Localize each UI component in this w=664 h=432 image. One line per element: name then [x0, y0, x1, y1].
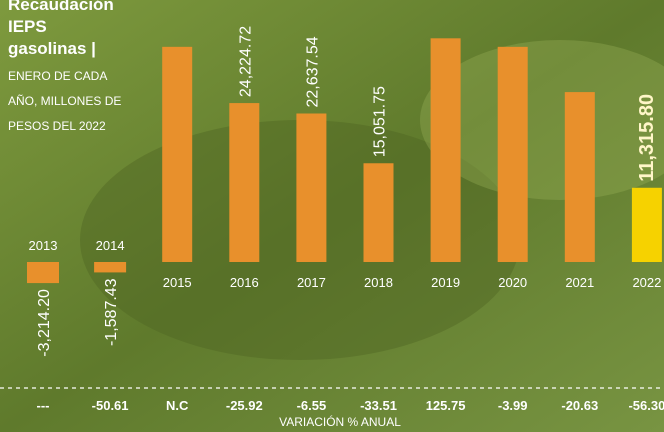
bar: [364, 163, 394, 262]
x-tick-label: 2020: [498, 275, 527, 290]
x-tick-label: 2019: [431, 275, 460, 290]
value-label: 24,224.72: [237, 26, 254, 97]
x-tick-label: 2018: [364, 275, 393, 290]
variation-label: 125.75: [426, 398, 466, 413]
bar: [229, 103, 259, 262]
x-tick-label: 2016: [230, 275, 259, 290]
page: RecaudaciónIEPSgasolinas | VARIACIÓN % A…: [0, 0, 664, 432]
variation-label: -6.55: [297, 398, 327, 413]
bar: [296, 113, 326, 262]
variation-label: -50.61: [92, 398, 129, 413]
variation-label: ---: [37, 398, 50, 413]
value-label: 11,315.80: [636, 94, 658, 182]
bar: [94, 262, 126, 272]
x-tick-label: 2014: [96, 238, 125, 253]
bar: [431, 38, 461, 262]
bar: [632, 188, 662, 262]
value-label: -3,214.20: [36, 289, 53, 357]
bar: [162, 47, 192, 262]
subtitle: ENERO DE CADA: [8, 69, 107, 83]
variation-label: N.C: [166, 398, 189, 413]
bar: [565, 92, 595, 262]
variation-label: -25.92: [226, 398, 263, 413]
variation-label: -3.99: [498, 398, 528, 413]
x-tick-label: 2022: [632, 275, 661, 290]
x-tick-label: 2021: [565, 275, 594, 290]
subtitle: AÑO, MILLONES DE: [8, 94, 121, 108]
x-tick-label: 2013: [29, 238, 58, 253]
variation-title: VARIACIÓN % ANUAL: [279, 414, 401, 429]
bar: [498, 47, 528, 262]
value-label: 15,051.75: [372, 86, 389, 157]
variation-label: -20.63: [561, 398, 598, 413]
variation-label: -56.30: [628, 398, 664, 413]
x-tick-label: 2017: [297, 275, 326, 290]
value-label: 22,637.54: [304, 36, 321, 107]
subtitle: PESOS DEL 2022: [8, 119, 106, 133]
x-tick-label: 2015: [163, 275, 192, 290]
value-label: -1,587.43: [103, 278, 120, 346]
chart: RecaudaciónIEPSgasolinas | VARIACIÓN % A…: [0, 0, 664, 432]
bar: [27, 262, 59, 283]
variation-label: -33.51: [360, 398, 397, 413]
